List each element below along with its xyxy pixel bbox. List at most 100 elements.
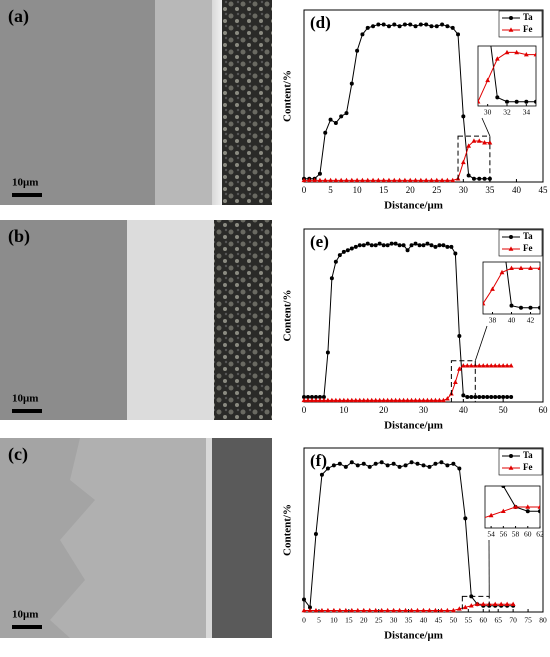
data-point	[514, 99, 519, 104]
data-point	[331, 607, 337, 613]
data-point	[439, 607, 444, 613]
x-tick-label: 40	[512, 185, 522, 195]
inset-x-tick-label: 58	[512, 530, 520, 539]
data-point	[480, 601, 486, 606]
data-point	[437, 243, 442, 248]
series-line	[304, 24, 490, 180]
data-point	[402, 22, 407, 27]
data-point	[344, 111, 349, 116]
data-point	[306, 177, 312, 183]
scale-bar-label: 10μm	[12, 393, 38, 405]
data-point	[369, 243, 374, 248]
data-point	[418, 22, 423, 27]
y-axis-label: Content/%	[282, 290, 294, 342]
data-point	[472, 116, 476, 120]
data-point	[325, 350, 330, 355]
data-point	[317, 171, 322, 176]
data-point	[456, 606, 462, 611]
data-point	[355, 48, 360, 53]
data-point	[391, 177, 397, 183]
data-point	[302, 597, 306, 602]
data-point	[317, 177, 323, 183]
data-point	[463, 516, 468, 521]
x-tick-label: 35	[485, 185, 495, 195]
data-point	[333, 120, 338, 125]
data-point	[476, 363, 482, 368]
data-point	[343, 464, 348, 469]
data-point	[461, 393, 466, 398]
data-point	[385, 607, 391, 613]
data-point	[405, 248, 410, 253]
data-point	[496, 363, 502, 368]
data-point	[474, 601, 480, 606]
data-point	[407, 177, 413, 183]
series-line	[304, 140, 490, 181]
data-point	[349, 246, 354, 251]
inset-x-tick-label: 32	[503, 108, 511, 117]
x-tick-label: 0	[302, 405, 307, 415]
data-point	[344, 177, 349, 183]
data-point	[487, 140, 493, 145]
data-point	[445, 244, 450, 249]
data-point	[498, 601, 504, 606]
data-point	[417, 243, 422, 248]
data-point	[485, 77, 491, 83]
panel-label: (b)	[8, 226, 30, 247]
series-line	[502, 486, 540, 512]
series-line	[304, 365, 512, 401]
data-point	[305, 397, 311, 403]
inset-x-tick-label: 56	[500, 530, 508, 539]
data-point	[492, 601, 498, 606]
data-point	[375, 177, 381, 183]
data-point	[465, 395, 470, 400]
data-point	[441, 243, 446, 248]
data-point	[401, 243, 406, 248]
data-point	[309, 395, 314, 400]
data-point	[338, 177, 344, 183]
data-point	[533, 51, 536, 57]
data-point	[345, 397, 351, 403]
data-point	[480, 363, 486, 368]
x-tick-label: 55	[465, 616, 473, 625]
inset-x-tick-label: 42	[527, 316, 535, 325]
data-point	[509, 265, 514, 271]
data-point	[439, 460, 444, 465]
data-point	[425, 397, 430, 403]
inset-x-tick-label: 54	[487, 530, 495, 539]
data-point	[501, 486, 506, 488]
data-point	[471, 138, 477, 143]
data-point	[385, 397, 391, 403]
data-point	[464, 363, 470, 368]
data-point	[523, 51, 529, 57]
data-point	[328, 177, 333, 183]
inset-x-tick-label: 60	[524, 530, 532, 539]
x-tick-label: 5	[317, 616, 321, 625]
data-point	[373, 243, 378, 248]
x-tick-label: 20	[360, 616, 368, 625]
data-point	[313, 532, 318, 536]
data-point	[345, 248, 350, 253]
data-point	[323, 130, 328, 135]
data-point	[317, 397, 323, 403]
data-point	[504, 363, 510, 368]
x-tick-label: 30	[390, 616, 398, 625]
data-point	[504, 601, 510, 606]
x-tick-label: 40	[459, 405, 469, 415]
data-point	[325, 607, 331, 613]
data-point	[509, 395, 514, 400]
x-tick-label: 50	[450, 616, 458, 625]
data-point	[500, 363, 506, 368]
data-point	[360, 177, 365, 183]
data-point	[427, 607, 432, 613]
x-tick-label: 30	[459, 185, 469, 195]
x-tick-label: 25	[432, 185, 442, 195]
data-point	[413, 24, 418, 29]
legend-box	[498, 229, 543, 257]
legend-label: Ta	[523, 450, 533, 460]
data-point	[466, 101, 471, 105]
data-point	[439, 177, 445, 183]
data-point	[488, 363, 494, 368]
data-point	[355, 607, 361, 613]
legend-marker	[508, 465, 514, 470]
data-point	[525, 509, 530, 514]
